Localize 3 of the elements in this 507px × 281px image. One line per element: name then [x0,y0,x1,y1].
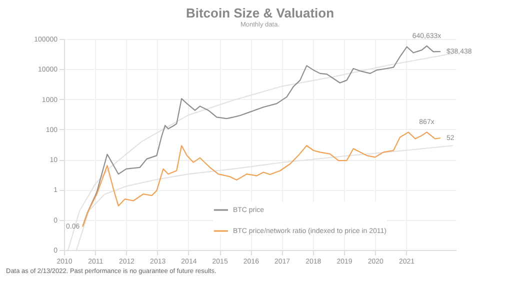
chart-title: Bitcoin Size & Valuation [186,5,334,20]
line-series [82,132,441,228]
line-series [67,52,454,250]
